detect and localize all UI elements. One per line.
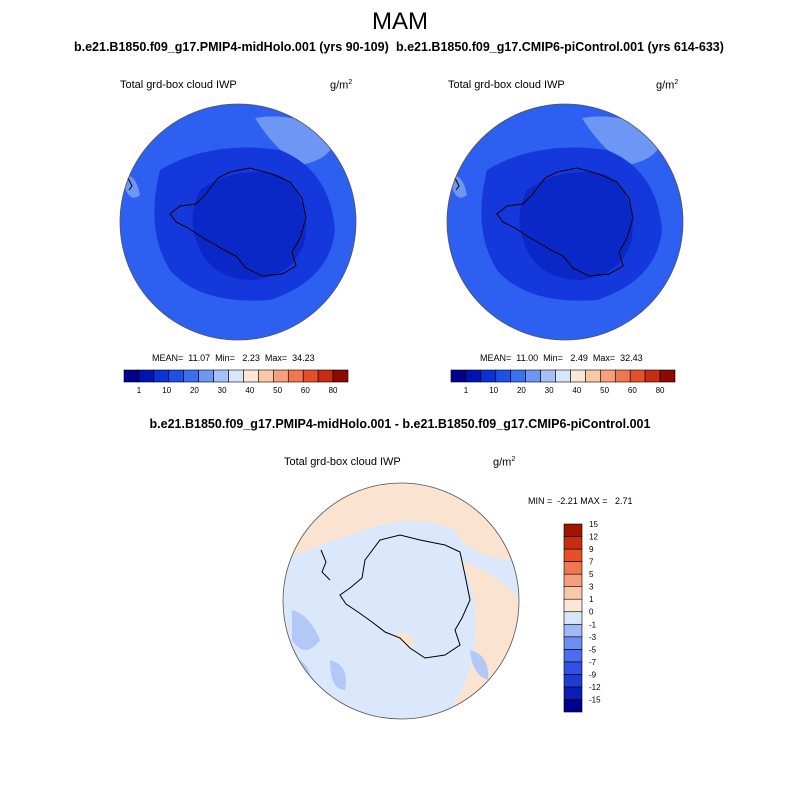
colorbar-tick-label: 1 — [137, 386, 142, 395]
colorbar-tick-label: 60 — [628, 386, 637, 395]
colorbar-swatch — [510, 369, 526, 383]
colorbar-swatch — [495, 369, 512, 383]
difference-polar-map — [282, 482, 520, 720]
colorbar-swatch — [563, 674, 583, 688]
right-colorbar: 1 10 20 30 40 50 60 80 — [450, 369, 676, 395]
colorbar-swatch — [243, 369, 259, 383]
colorbar-swatch — [563, 649, 583, 663]
colorbar-tick-label: 40 — [245, 386, 254, 395]
colorbar-swatch — [302, 369, 319, 383]
colorbar-swatch — [563, 573, 583, 587]
left-variable-label: Total grd-box cloud IWP — [120, 79, 237, 91]
colorbar-swatch — [317, 369, 334, 383]
colorbar-swatch — [563, 548, 583, 562]
colorbar-swatch — [540, 369, 556, 383]
colorbar-tick-label: 10 — [162, 386, 171, 395]
colorbar-swatch — [258, 369, 274, 383]
colorbar-tick-label: 9 — [589, 545, 594, 554]
colorbar-swatch — [563, 561, 583, 575]
colorbar-tick-label: -3 — [589, 633, 597, 642]
colorbar-tick-label: 80 — [329, 386, 338, 395]
season-title: MAM — [372, 8, 428, 35]
left-units: g/m2 — [330, 79, 353, 92]
colorbar-swatch — [480, 369, 497, 383]
colorbar-swatch — [600, 369, 616, 383]
colorbar-swatch — [123, 369, 140, 383]
colorbar-swatch — [644, 369, 661, 383]
colorbar-tick-label: -7 — [589, 658, 597, 667]
colorbar-swatch — [563, 586, 583, 600]
diff-units: g/m2 — [493, 456, 516, 469]
colorbar-tick-label: 60 — [301, 386, 310, 395]
colorbar-tick-label: 10 — [489, 386, 498, 395]
colorbar-swatch — [563, 661, 583, 675]
colorbar-swatch — [629, 369, 646, 383]
right-variable-label: Total grd-box cloud IWP — [448, 79, 565, 91]
colorbar-tick-label: -12 — [589, 683, 601, 692]
colorbar-swatch — [563, 536, 583, 550]
colorbar-swatch — [332, 369, 349, 383]
colorbar-tick-label: -1 — [589, 620, 597, 629]
colorbar-tick-label: 30 — [545, 386, 554, 395]
colorbar-tick-label: 1 — [589, 595, 594, 604]
colorbar-tick-label: -9 — [589, 670, 597, 679]
colorbar-swatch — [183, 369, 199, 383]
colorbar-swatch — [570, 369, 586, 383]
left-case-title: b.e21.B1850.f09_g17.PMIP4-midHolo.001 (y… — [74, 40, 389, 54]
difference-title: b.e21.B1850.f09_g17.PMIP4-midHolo.001 - … — [149, 417, 651, 431]
colorbar-swatch — [563, 636, 583, 650]
colorbar-swatch — [525, 369, 541, 383]
right-case-title: b.e21.B1850.f09_g17.CMIP6-piControl.001 … — [396, 40, 724, 54]
colorbar-swatch — [198, 369, 214, 383]
colorbar-tick-label: 50 — [273, 386, 282, 395]
right-units: g/m2 — [656, 79, 679, 92]
colorbar-swatch — [168, 369, 185, 383]
colorbar-swatch — [585, 369, 601, 383]
colorbar-swatch — [450, 369, 467, 383]
colorbar-tick-label: 20 — [190, 386, 199, 395]
colorbar-swatch — [555, 369, 571, 383]
colorbar-swatch — [563, 686, 583, 700]
colorbar-swatch — [614, 369, 631, 383]
colorbar-swatch — [228, 369, 244, 383]
colorbar-tick-label: 15 — [589, 520, 598, 529]
colorbar-tick-label: 50 — [600, 386, 609, 395]
right-polar-map — [446, 103, 684, 341]
colorbar-tick-label: 12 — [589, 533, 598, 542]
colorbar-tick-label: 5 — [589, 570, 594, 579]
colorbar-swatch — [213, 369, 229, 383]
diff-variable-label: Total grd-box cloud IWP — [284, 456, 401, 468]
colorbar-swatch — [563, 699, 583, 713]
colorbar-tick-label: 7 — [589, 558, 594, 567]
left-colorbar: 1 10 20 30 40 50 60 80 — [123, 369, 349, 395]
colorbar-tick-label: 20 — [517, 386, 526, 395]
colorbar-tick-label: 1 — [464, 386, 469, 395]
colorbar-swatch — [138, 369, 155, 383]
colorbar-tick-label: 3 — [589, 583, 594, 592]
colorbar-swatch — [273, 369, 289, 383]
left-stats: MEAN= 11.07 Min= 2.23 Max= 34.23 — [152, 353, 315, 363]
colorbar-swatch — [563, 623, 583, 638]
colorbar-tick-label: 0 — [589, 608, 594, 617]
left-polar-map — [119, 103, 357, 341]
colorbar-tick-label: -15 — [589, 695, 601, 704]
right-stats: MEAN= 11.00 Min= 2.49 Max= 32.43 — [480, 353, 643, 363]
colorbar-swatch — [563, 611, 583, 625]
colorbar-tick-label: 40 — [572, 386, 581, 395]
colorbar-tick-label: 30 — [218, 386, 227, 395]
colorbar-tick-label: -5 — [589, 645, 597, 654]
difference-colorbar: -15 -12 -9 -7 -5 -3 -1 0 1 3 5 7 9 12 15 — [563, 520, 601, 713]
colorbar-swatch — [153, 369, 170, 383]
colorbar-swatch — [563, 598, 583, 613]
colorbar-swatch — [659, 369, 676, 383]
diff-stats: MIN = -2.21 MAX = 2.71 — [528, 496, 633, 506]
colorbar-swatch — [465, 369, 482, 383]
colorbar-swatch — [287, 369, 304, 383]
colorbar-tick-label: 80 — [656, 386, 665, 395]
colorbar-swatch — [563, 523, 583, 537]
